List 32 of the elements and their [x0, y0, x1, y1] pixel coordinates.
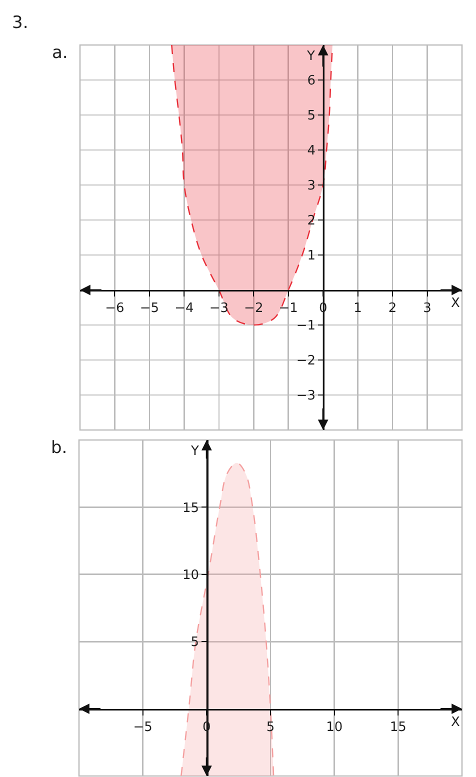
y-tick-label: −1: [296, 318, 316, 334]
y-tick-label: −2: [296, 354, 316, 369]
y-tick-label: 2: [307, 214, 316, 229]
y-axis-title: Y: [306, 49, 315, 64]
x-tick-label: −4: [174, 301, 194, 316]
y-tick-label: 4: [307, 144, 316, 159]
x-tick-label: −5: [133, 720, 152, 735]
x-axis-title: X: [451, 715, 460, 730]
y-tick-label: 5: [190, 635, 200, 650]
x-tick-label: 2: [388, 301, 397, 316]
x-tick-label: 3: [423, 301, 432, 316]
x-tick-label: 10: [326, 720, 343, 735]
x-tick-label: −2: [244, 301, 264, 316]
y-tick-label: 3: [307, 178, 316, 194]
y-tick-label: 5: [307, 108, 316, 124]
x-tick-label: 15: [390, 720, 406, 735]
y-tick-label: 15: [182, 500, 200, 516]
chart-title: a.: [52, 43, 68, 63]
y-tick-label: 10: [182, 568, 200, 583]
x-tick-label: −5: [140, 301, 160, 316]
y-tick-label: −3: [296, 388, 316, 404]
x-axis-title: X: [451, 296, 460, 311]
x-tick-label: −3: [209, 301, 228, 316]
x-tick-label: 1: [354, 301, 362, 316]
y-tick-label: 6: [307, 74, 316, 89]
x-tick-label: −6: [105, 301, 124, 316]
x-tick-label: 5: [266, 720, 275, 735]
x-tick-label: −1: [278, 301, 298, 316]
text: 3.: [12, 13, 28, 33]
y-tick-label: 1: [307, 248, 316, 264]
y-axis-title: Y: [190, 444, 199, 459]
chart-title: b.: [51, 438, 68, 458]
